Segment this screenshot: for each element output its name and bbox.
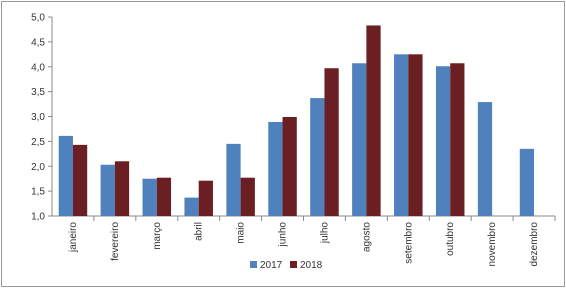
x-tick-label: dezembro <box>529 222 540 267</box>
bar <box>519 148 535 216</box>
x-tick-label: junho <box>278 222 289 248</box>
y-tick-label: 3,0 <box>31 112 45 123</box>
x-tick-label: julho <box>319 222 330 245</box>
bar <box>324 68 339 217</box>
bar <box>282 116 297 216</box>
bar <box>184 197 199 216</box>
bar <box>198 180 213 216</box>
legend-swatch <box>290 261 297 268</box>
bar <box>114 161 130 216</box>
legend-label: 2017 <box>260 260 283 271</box>
x-tick-label: agosto <box>361 222 372 252</box>
bar <box>450 63 465 216</box>
x-tick-label: janeiro <box>68 222 79 253</box>
y-tick-label: 2,5 <box>31 137 45 148</box>
bar <box>268 121 283 216</box>
y-tick-label: 1,0 <box>31 212 45 223</box>
x-tick-label: maio <box>236 222 247 244</box>
bar <box>310 98 325 216</box>
bar <box>240 177 255 216</box>
y-tick-label: 1,5 <box>31 187 45 198</box>
bar <box>435 66 451 216</box>
legend-label: 2018 <box>300 260 323 271</box>
legend-swatch <box>250 261 257 268</box>
bar <box>408 54 423 216</box>
x-tick-label: abril <box>194 222 205 241</box>
bar <box>477 102 493 216</box>
x-tick-label: outubro <box>445 222 456 256</box>
y-tick-label: 4,5 <box>31 37 45 48</box>
y-tick-label: 2,0 <box>31 162 45 173</box>
bar <box>394 54 409 216</box>
bar <box>226 143 241 216</box>
bar <box>142 178 157 216</box>
y-tick-label: 5,0 <box>31 13 45 24</box>
x-tick-label: setembro <box>403 222 414 264</box>
x-tick-label: fevereiro <box>110 222 121 261</box>
x-tick-label: março <box>152 222 163 250</box>
y-tick-label: 3,5 <box>31 87 45 98</box>
bar <box>72 144 88 216</box>
x-tick-label: novembro <box>487 222 498 267</box>
bar <box>352 63 367 216</box>
bar <box>58 135 73 216</box>
bar <box>156 177 172 216</box>
y-tick-label: 4,0 <box>31 62 45 73</box>
bar <box>366 25 381 216</box>
bar <box>100 164 115 216</box>
